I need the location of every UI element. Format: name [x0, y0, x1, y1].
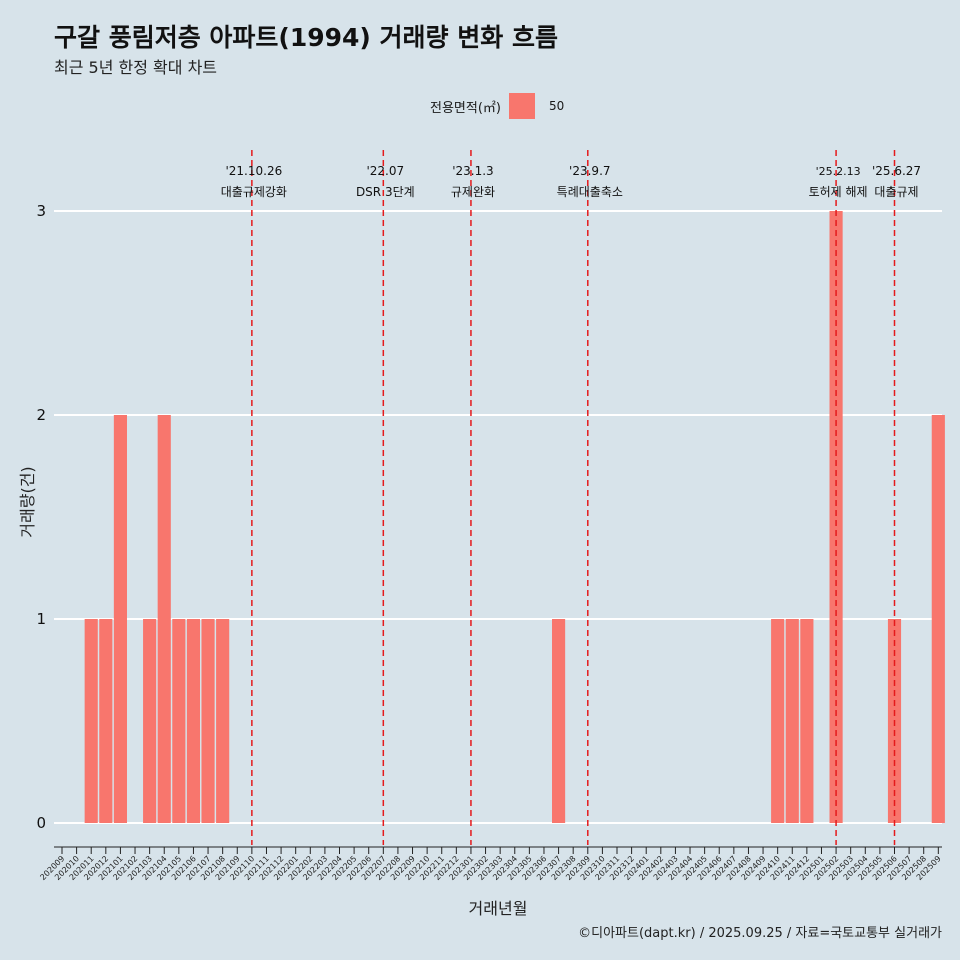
- event-date-label: '23.1.3: [452, 164, 493, 178]
- bar: [201, 619, 215, 823]
- chart-title: 구갈 풍림저층 아파트(1994) 거래량 변화 흐름: [54, 23, 558, 52]
- legend-swatch: [508, 93, 535, 119]
- event-date-label: '25.2.13: [816, 165, 861, 178]
- x-axis-title: 거래년월: [469, 899, 528, 918]
- event-date-label: '22.07: [366, 164, 404, 178]
- bar: [552, 619, 566, 823]
- bar: [143, 619, 157, 823]
- event-date-label: '21.10.26: [225, 164, 282, 178]
- y-tick-label: 2: [36, 406, 46, 424]
- bar: [99, 619, 113, 823]
- bar: [785, 619, 799, 823]
- bar: [172, 619, 186, 823]
- bar: [186, 619, 201, 823]
- legend-label: 50: [548, 99, 565, 113]
- event-label: 토허제 해제: [809, 185, 868, 199]
- source-caption: ©디아파트(dapt.kr) / 2025.09.25 / 자료=국토교통부 실…: [578, 926, 942, 941]
- event-label: DSR 3단계: [356, 185, 415, 199]
- chart-subtitle: 최근 5년 한정 확대 차트: [54, 58, 218, 77]
- event-label: 대출규제강화: [221, 185, 287, 199]
- bar: [829, 211, 843, 823]
- bar: [931, 415, 945, 823]
- y-tick-label: 3: [36, 202, 46, 220]
- y-tick-label: 0: [36, 814, 46, 832]
- event-label: 대출규제: [874, 185, 918, 199]
- event-date-label: '23.9.7: [569, 164, 610, 178]
- y-axis-title: 거래량(건): [18, 466, 37, 537]
- bar: [84, 619, 98, 823]
- bar: [157, 415, 171, 823]
- bar: [113, 415, 127, 823]
- bar: [216, 619, 230, 823]
- bar: [771, 619, 785, 823]
- event-date-label: '25.6.27: [872, 164, 921, 178]
- legend-title: 전용면적(㎡): [430, 100, 501, 116]
- y-tick-label: 1: [36, 610, 46, 628]
- bar: [800, 619, 814, 823]
- event-label: 특례대출축소: [557, 185, 623, 199]
- legend: 전용면적(㎡) 50: [430, 93, 564, 119]
- event-label: 규제완화: [451, 185, 495, 199]
